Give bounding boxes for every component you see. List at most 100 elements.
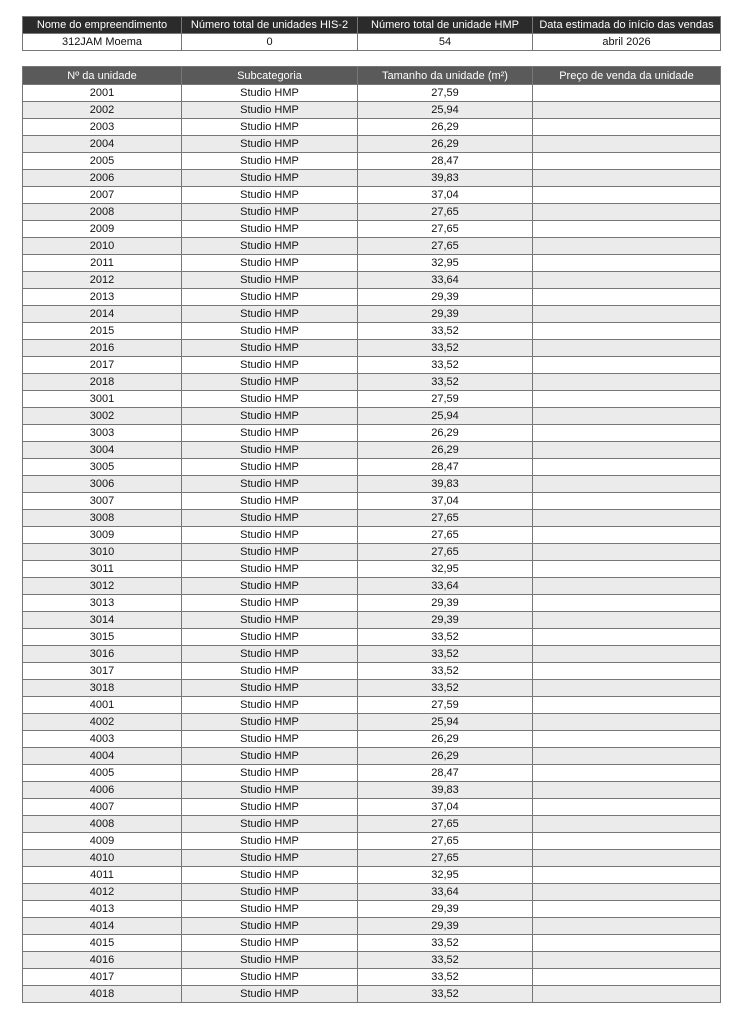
unit-size-cell: 26,29 (357, 730, 533, 748)
unit-number-cell: 2004 (22, 135, 182, 153)
unit-size-cell: 32,95 (357, 560, 533, 578)
unit-size-cell: 33,52 (357, 934, 533, 952)
table-row: 4005 Studio HMP 28,47 (22, 764, 721, 782)
sale-price-cell (532, 305, 721, 323)
subcategory-cell: Studio HMP (181, 951, 358, 969)
unit-size-cell: 26,29 (357, 118, 533, 136)
unit-number-cell: 4005 (22, 764, 182, 782)
unit-number-cell: 2015 (22, 322, 182, 340)
subcategory-cell: Studio HMP (181, 203, 358, 221)
hmp-total: 54 (357, 33, 533, 51)
unit-size-cell: 25,94 (357, 407, 533, 425)
subcategory-cell: Studio HMP (181, 390, 358, 408)
unit-size-cell: 29,39 (357, 900, 533, 918)
unit-number-cell: 3002 (22, 407, 182, 425)
sale-price-cell (532, 84, 721, 102)
subcategory-cell: Studio HMP (181, 475, 358, 493)
unit-size-cell: 27,65 (357, 543, 533, 561)
unit-number-cell: 3017 (22, 662, 182, 680)
subcategory-cell: Studio HMP (181, 747, 358, 765)
unit-number-cell: 2007 (22, 186, 182, 204)
subcategory-cell: Studio HMP (181, 458, 358, 476)
unit-number-cell: 3004 (22, 441, 182, 459)
unit-size-cell: 27,65 (357, 220, 533, 238)
table-row: 2013 Studio HMP 29,39 (22, 288, 721, 306)
sale-price-cell (532, 628, 721, 646)
table-row: 2005 Studio HMP 28,47 (22, 152, 721, 170)
sale-price-cell (532, 611, 721, 629)
table-row: 2014 Studio HMP 29,39 (22, 305, 721, 323)
sale-price-cell (532, 220, 721, 238)
subcategory-cell: Studio HMP (181, 237, 358, 255)
unit-number-cell: 4002 (22, 713, 182, 731)
unit-number-cell: 3013 (22, 594, 182, 612)
unit-size-cell: 33,52 (357, 968, 533, 986)
subcategory-cell: Studio HMP (181, 407, 358, 425)
unit-number-cell: 4004 (22, 747, 182, 765)
unit-number-cell: 2001 (22, 84, 182, 102)
table-row: 3010 Studio HMP 27,65 (22, 543, 721, 561)
header-unit-number: Nº da unidade (22, 66, 182, 85)
table-row: 4001 Studio HMP 27,59 (22, 696, 721, 714)
unit-number-cell: 2010 (22, 237, 182, 255)
unit-number-cell: 2016 (22, 339, 182, 357)
unit-number-cell: 2003 (22, 118, 182, 136)
unit-size-cell: 27,59 (357, 390, 533, 408)
subcategory-cell: Studio HMP (181, 594, 358, 612)
table-row: 4008 Studio HMP 27,65 (22, 815, 721, 833)
unit-size-cell: 33,52 (357, 628, 533, 646)
subcategory-cell: Studio HMP (181, 917, 358, 935)
unit-number-cell: 3006 (22, 475, 182, 493)
unit-size-cell: 29,39 (357, 594, 533, 612)
table-row: 4003 Studio HMP 26,29 (22, 730, 721, 748)
sale-price-cell (532, 101, 721, 119)
unit-size-cell: 26,29 (357, 441, 533, 459)
sale-price-cell (532, 254, 721, 272)
unit-size-cell: 37,04 (357, 492, 533, 510)
subcategory-cell: Studio HMP (181, 441, 358, 459)
subcategory-cell: Studio HMP (181, 628, 358, 646)
subcategory-cell: Studio HMP (181, 186, 358, 204)
his2-total: 0 (181, 33, 358, 51)
subcategory-cell: Studio HMP (181, 560, 358, 578)
unit-number-cell: 3010 (22, 543, 182, 561)
sale-price-cell (532, 526, 721, 544)
sale-price-cell (532, 322, 721, 340)
unit-number-cell: 4008 (22, 815, 182, 833)
unit-number-cell: 4007 (22, 798, 182, 816)
subcategory-cell: Studio HMP (181, 373, 358, 391)
table-row: 3017 Studio HMP 33,52 (22, 662, 721, 680)
unit-size-cell: 27,59 (357, 696, 533, 714)
sale-price-cell (532, 781, 721, 799)
table-row: 4011 Studio HMP 32,95 (22, 866, 721, 884)
unit-number-cell: 4003 (22, 730, 182, 748)
subcategory-cell: Studio HMP (181, 288, 358, 306)
table-row: 4009 Studio HMP 27,65 (22, 832, 721, 850)
table-row: 4012 Studio HMP 33,64 (22, 883, 721, 901)
sale-price-cell (532, 696, 721, 714)
sale-price-cell (532, 509, 721, 527)
sale-price-cell (532, 169, 721, 187)
subcategory-cell: Studio HMP (181, 934, 358, 952)
unit-number-cell: 4013 (22, 900, 182, 918)
subcategory-cell: Studio HMP (181, 781, 358, 799)
subcategory-cell: Studio HMP (181, 849, 358, 867)
project-name: 312JAM Moema (22, 33, 182, 51)
subcategory-cell: Studio HMP (181, 985, 358, 1003)
subcategory-cell: Studio HMP (181, 254, 358, 272)
unit-number-cell: 2002 (22, 101, 182, 119)
summary-header-row: Nome do empreendimento Número total de u… (22, 16, 721, 34)
table-row: 3005 Studio HMP 28,47 (22, 458, 721, 476)
sale-price-cell (532, 475, 721, 493)
table-row: 3012 Studio HMP 33,64 (22, 577, 721, 595)
sale-price-cell (532, 934, 721, 952)
unit-size-cell: 37,04 (357, 798, 533, 816)
subcategory-cell: Studio HMP (181, 339, 358, 357)
sales-start: abril 2026 (532, 33, 721, 51)
table-row: 4016 Studio HMP 33,52 (22, 951, 721, 969)
subcategory-cell: Studio HMP (181, 543, 358, 561)
subcategory-cell: Studio HMP (181, 169, 358, 187)
unit-size-cell: 29,39 (357, 611, 533, 629)
sale-price-cell (532, 866, 721, 884)
header-subcategory: Subcategoria (181, 66, 358, 85)
